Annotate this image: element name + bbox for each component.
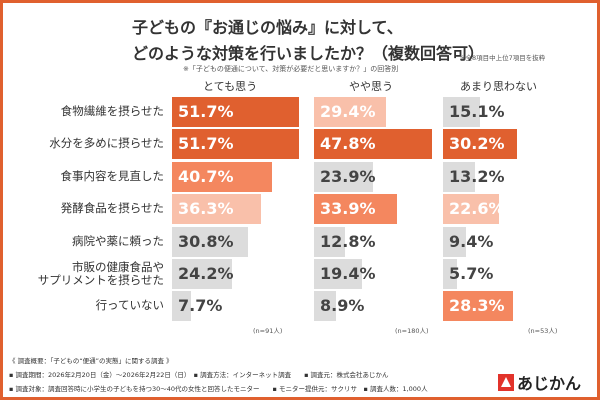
- bar: [443, 291, 513, 322]
- logo-text: あじかん: [517, 374, 582, 393]
- chart-title: 子どもの『お通じの悩み』に対して、: [132, 18, 403, 37]
- footer-line-1: 《 調査概要：「子どもの“便通”の実態」に関する調査 》: [9, 357, 173, 365]
- data-label: 12.8%: [320, 231, 376, 251]
- category-label: 水分を多めに摂らせた: [49, 136, 164, 151]
- bar: [172, 291, 191, 322]
- data-label: 29.4%: [320, 102, 376, 121]
- chart-title-line2: どのような対策を行いましたか？（複数回答可）: [132, 44, 485, 63]
- data-label: 40.7%: [178, 166, 234, 186]
- bar: [443, 97, 481, 127]
- bar: [314, 97, 387, 127]
- series-header: とても思う: [203, 80, 258, 93]
- data-label: 8.9%: [320, 296, 365, 316]
- data-label: 19.4%: [320, 264, 376, 283]
- bar: [443, 226, 467, 257]
- bar: [314, 291, 336, 322]
- data-label: 9.4%: [449, 231, 494, 251]
- data-label: 30.8%: [178, 231, 234, 251]
- data-label: 24.2%: [178, 264, 234, 283]
- series-header: あまり思わない: [460, 80, 537, 93]
- bar: [314, 226, 346, 257]
- bar: [443, 194, 499, 225]
- bar: [172, 226, 248, 257]
- logo-mark-icon: [498, 373, 514, 391]
- bar: [443, 161, 476, 192]
- sample-size-label: (n=53人): [528, 327, 558, 335]
- bar: [172, 97, 300, 127]
- data-label: 22.6%: [449, 199, 505, 219]
- bar: [314, 194, 398, 225]
- data-label: 51.7%: [178, 102, 234, 121]
- sample-size-label: (n=91人): [253, 327, 283, 335]
- bar: [443, 129, 518, 160]
- data-label: 30.2%: [449, 134, 505, 154]
- footer-line-3: ▪ 調査対象：調査回答時に小学生の子どもを持つ30～40代の女性と回答したモニタ…: [9, 385, 428, 393]
- bar: [172, 161, 273, 192]
- bar: [314, 129, 432, 160]
- chart-subtitle: ※「子どもの便通について、対策が必要だと思いますか？」の回答別: [183, 65, 399, 73]
- data-label: 13.2%: [449, 166, 505, 186]
- data-label: 47.8%: [320, 134, 376, 154]
- series-header: やや思う: [349, 80, 393, 93]
- bar: [172, 259, 232, 289]
- data-label: 28.3%: [449, 296, 505, 316]
- bar: [314, 259, 362, 289]
- footer-line-2: ▪ 調査期間：2026年2月20日（金）～2026年2月22日（日） ▪ 調査方…: [9, 371, 389, 379]
- bar: [443, 259, 458, 289]
- data-label: 7.7%: [178, 296, 223, 316]
- data-label: 51.7%: [178, 134, 234, 154]
- data-label: 23.9%: [320, 166, 376, 186]
- category-label: 食物繊維を摂らせた: [60, 104, 164, 118]
- data-label: 5.7%: [449, 264, 494, 283]
- category-label: 食事内容を見直した: [60, 168, 165, 183]
- category-label: 行っていない: [95, 298, 164, 313]
- note-top: ※全8項目中上位7項目を抜粋: [460, 54, 546, 62]
- logo: あじかん: [498, 370, 581, 394]
- sample-size-label: (n=180人): [395, 327, 429, 335]
- category-label: 発酵食品を摂らせた: [60, 201, 164, 216]
- data-label: 15.1%: [449, 102, 505, 121]
- bar: [172, 194, 262, 225]
- bar: [172, 129, 300, 160]
- category-label: 病院や薬に頼った: [72, 233, 164, 248]
- category-label: 市販の健康食品や サプリメントを摂らせた: [37, 260, 164, 287]
- bar: [314, 161, 373, 192]
- data-label: 33.9%: [320, 199, 376, 219]
- data-label: 36.3%: [178, 199, 234, 219]
